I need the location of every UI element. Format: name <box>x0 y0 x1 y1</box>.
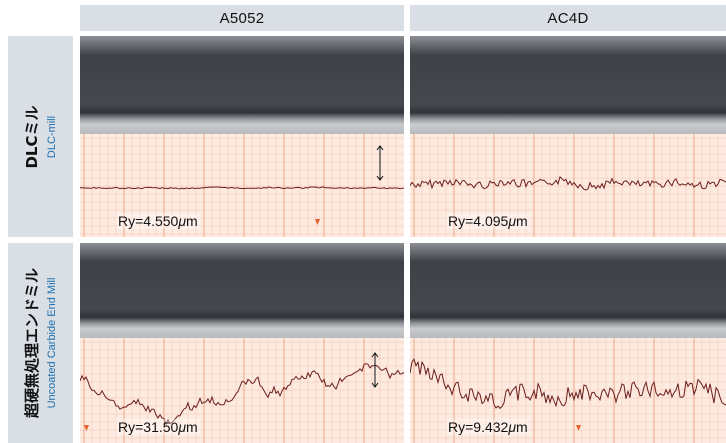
surface-profile-cell-a5052-dlc: Ry=4.550μm <box>80 36 404 237</box>
chart-grid <box>410 338 726 443</box>
position-marker-icon <box>84 425 89 431</box>
row-header-main-label: DLCミル <box>22 104 41 169</box>
ry-value-label: Ry=31.50μm <box>116 419 200 435</box>
machined-surface <box>410 243 726 338</box>
position-marker-icon <box>315 219 320 225</box>
surface-photo <box>410 36 726 237</box>
column-header-label: AC4D <box>547 9 589 27</box>
position-marker-icon <box>576 425 581 431</box>
row-header-sub-label: Uncoated Carbide End Mill <box>45 277 58 409</box>
surface-photo <box>410 243 726 443</box>
machined-surface <box>410 36 726 134</box>
chart-paper <box>80 338 404 443</box>
chart-paper <box>80 134 404 237</box>
row-header-main-label: 超硬無処理エンドミル <box>22 267 41 419</box>
ry-value-label: Ry=9.432μm <box>446 419 530 435</box>
ry-value-label: Ry=4.550μm <box>116 213 200 229</box>
roughness-trace <box>80 186 404 190</box>
surface-profile-cell-ac4d-dlc: Ry=4.095μm <box>410 36 726 237</box>
row-header-dlc-mill: DLCミル DLC-mill <box>8 36 73 237</box>
machined-surface <box>80 36 404 134</box>
row-header-uncoated-carbide: 超硬無処理エンドミル Uncoated Carbide End Mill <box>8 243 73 443</box>
row-header-sub-label: DLC-mill <box>45 115 58 158</box>
roughness-trace <box>410 175 726 191</box>
column-header-a5052: A5052 <box>80 5 404 31</box>
chart-grid-major <box>83 338 365 443</box>
surface-photo <box>80 36 404 237</box>
roughness-trace <box>410 358 726 410</box>
chart-grid <box>80 338 404 443</box>
chart-paper <box>410 134 726 237</box>
chart-grid-major <box>413 338 695 443</box>
chart-grid-major <box>83 134 365 237</box>
column-header-ac4d: AC4D <box>410 5 726 31</box>
column-header-label: A5052 <box>219 9 265 27</box>
surface-profile-cell-a5052-uncoated: Ry=31.50μm <box>80 243 404 443</box>
roughness-trace <box>80 363 404 426</box>
surface-photo <box>80 243 404 443</box>
machined-surface <box>80 243 404 338</box>
surface-profile-cell-ac4d-uncoated: Ry=9.432μm <box>410 243 726 443</box>
ry-value-label: Ry=4.095μm <box>446 213 530 229</box>
